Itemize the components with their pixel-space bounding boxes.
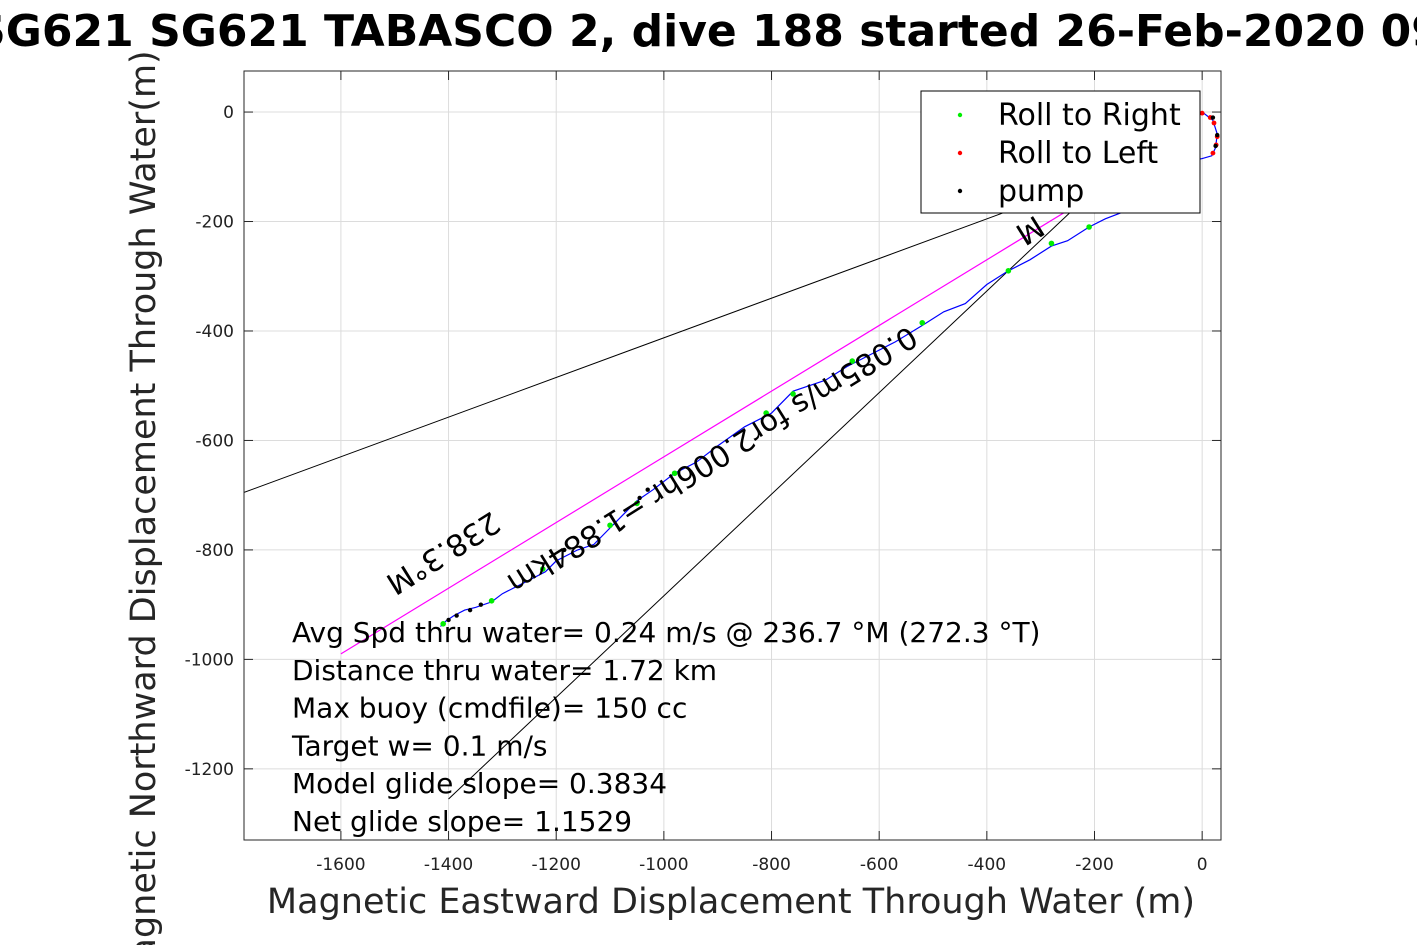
pump-point [446, 617, 451, 623]
pump-point [454, 613, 459, 618]
stat-line: Target w= 0.1 m/s [291, 729, 548, 762]
rotated-annotation: 238.3°M [380, 504, 506, 601]
roll-left-point [1210, 150, 1216, 156]
y-tick-label: -200 [195, 213, 234, 233]
roll-right-point [1005, 267, 1012, 274]
pump-point [637, 495, 642, 501]
pump-point [1215, 132, 1220, 138]
grid-lines [244, 71, 1221, 840]
x-tick-label: -600 [860, 855, 899, 875]
rotated-annotation: 0.085m/s for2.006hr =1.884km [501, 318, 923, 600]
roll-right-point [763, 410, 769, 416]
legend-label: pump [998, 174, 1084, 209]
roll-right-point [440, 621, 446, 627]
x-tick-label: -1000 [639, 855, 688, 875]
reference-line [244, 182, 1084, 493]
x-tick-label: -1400 [424, 855, 473, 875]
pump-point [1210, 115, 1216, 120]
legend-label: Roll to Left [998, 136, 1158, 171]
event-markers [440, 110, 1220, 627]
pump-point [562, 547, 567, 553]
y-tick-label: -400 [195, 322, 234, 342]
y-tick-label: -600 [195, 431, 234, 451]
y-tick-label: -1000 [185, 650, 234, 670]
y-axis-label: Magnetic Northward Displacement Through … [124, 50, 164, 945]
stat-line: Max buoy (cmdfile)= 150 cc [292, 692, 687, 725]
roll-right-point [634, 500, 640, 507]
y-tick-label: -1200 [185, 760, 234, 780]
pump-point [478, 602, 484, 607]
stat-line: Net glide slope= 1.1529 [292, 805, 632, 838]
roll-left-point [1211, 120, 1217, 126]
roll-right-point [671, 470, 678, 477]
stats-block: Avg Spd thru water= 0.24 m/s @ 236.7 °M … [291, 616, 1040, 838]
reference-line [448, 199, 1085, 800]
pump-point [1213, 143, 1218, 149]
legend-box [920, 90, 1201, 214]
x-tick-label: -200 [1075, 855, 1114, 875]
annotations: 238.3°M0.085m/s for2.006hr =1.884km M [380, 208, 1050, 601]
roll-right-point [849, 358, 856, 364]
stat-line: Avg Spd thru water= 0.24 m/s @ 236.7 °M … [292, 616, 1040, 649]
roll-right-point [1048, 240, 1055, 247]
x-tick-label: -1200 [532, 855, 581, 875]
roll-right-point [539, 566, 546, 572]
x-axis-label: Magnetic Eastward Displacement Through W… [267, 882, 1195, 922]
plot-frame [243, 70, 1222, 841]
y-tick-label: 0 [223, 103, 234, 123]
roll-right-point [790, 391, 796, 397]
y-tick-label: -800 [195, 541, 234, 561]
reference-lines [244, 182, 1085, 800]
x-tick-label: -1600 [316, 855, 365, 875]
series-heading-line [340, 193, 1095, 655]
roll-right-point [1086, 224, 1092, 230]
pump-point [467, 607, 473, 613]
x-tick-label: -400 [968, 855, 1007, 875]
stat-line: Model glide slope= 0.3834 [292, 767, 667, 800]
roll-left-point [1199, 110, 1205, 116]
legend-marker [957, 112, 963, 118]
legend-marker [957, 188, 963, 194]
x-tick-label: -800 [752, 855, 791, 875]
rotated-annotation: M [1009, 208, 1050, 251]
legend-marker [957, 150, 963, 156]
roll-right-point [488, 598, 495, 604]
axis-ticks: -1600 -1400 -1200 -1000 -800 -600 -400 -200 0 0 -2… [185, 71, 1221, 875]
roll-right-point [607, 522, 613, 529]
roll-right-point [919, 319, 926, 326]
x-tick-label: 0 [1197, 855, 1208, 875]
legend-label: Roll to Right [998, 98, 1181, 133]
chart-title: SG621 SG621 TABASCO 2, dive 188 started … [0, 6, 1417, 57]
pump-point [645, 487, 650, 492]
stat-line: Distance thru water= 1.72 km [292, 654, 717, 687]
